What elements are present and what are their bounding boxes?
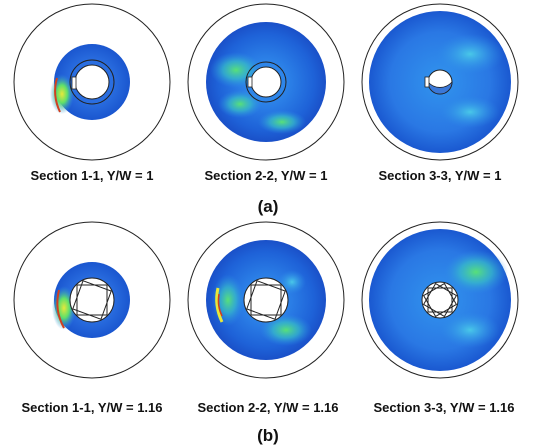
rotor-circle <box>69 59 115 105</box>
caption-b3: Section 3-3, Y/W = 1.16 <box>373 400 515 415</box>
high-velocity-region <box>258 110 306 134</box>
inner-core-circle <box>250 66 282 98</box>
caption-a3: Section 3-3, Y/W = 1 <box>378 168 502 183</box>
square-rotor-rotated <box>72 280 112 320</box>
square-rotor <box>76 284 108 316</box>
blade-slot <box>71 76 77 90</box>
square-rotor-rotated <box>422 282 458 318</box>
rotor-circle <box>421 281 459 319</box>
high-velocity-region <box>260 314 312 346</box>
square-rotor <box>427 287 453 313</box>
caption-b1: Section 1-1, Y/W = 1.16 <box>21 400 163 415</box>
peak-velocity-streak <box>56 289 65 329</box>
panel-b3 <box>361 221 519 379</box>
rotor-circle <box>245 61 287 103</box>
panel-b2 <box>187 221 345 379</box>
inner-core-circle <box>74 64 110 100</box>
high-velocity-region <box>218 90 262 118</box>
blade-slot <box>424 76 430 88</box>
blade-slot <box>247 76 253 88</box>
panel-label-b: (b) <box>257 426 279 445</box>
rotor-shadow <box>427 80 453 95</box>
square-rotor <box>250 284 282 316</box>
panel-a3 <box>361 3 519 161</box>
high-velocity-region <box>440 96 500 128</box>
panel-label-a: (a) <box>257 197 279 216</box>
caption-b2: Section 2-2, Y/W = 1.16 <box>197 400 339 415</box>
high-velocity-region <box>444 250 508 294</box>
caption-a1: Section 1-1, Y/W = 1 <box>30 168 154 183</box>
high-velocity-region <box>440 312 500 348</box>
square-rotor-rotated <box>422 282 458 318</box>
peak-velocity-streak <box>54 77 61 113</box>
panel-a1 <box>13 3 171 161</box>
peak-velocity-streak <box>217 293 223 317</box>
square-rotor-rotated <box>246 280 286 320</box>
panel-b1 <box>13 221 171 379</box>
caption-a2: Section 2-2, Y/W = 1 <box>204 168 328 183</box>
peak-velocity-streak <box>215 287 224 323</box>
high-velocity-region <box>436 34 504 74</box>
panel-a2 <box>187 3 345 161</box>
